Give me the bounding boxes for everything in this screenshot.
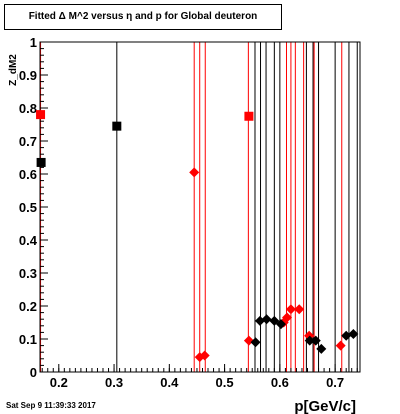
y-tick-label: 0.8 — [19, 101, 37, 116]
data-point-red-diamond — [282, 312, 293, 323]
y-tick-label: 0.2 — [19, 299, 37, 314]
x-tick-label: 0.6 — [271, 375, 289, 390]
data-point-black-diamond — [341, 330, 352, 341]
chart-title-box: Fitted Δ M^2 versus η and p for Global d… — [4, 4, 282, 30]
data-point-black-diamond — [304, 335, 315, 346]
chart-title: Fitted Δ M^2 versus η and p for Global d… — [28, 11, 258, 22]
y-axis-label: Z_dM2 — [8, 54, 19, 86]
vertical-lines-layer — [40, 42, 358, 372]
x-axis-label: p[GeV/c] — [294, 398, 356, 414]
x-tick-label: 0.4 — [160, 375, 179, 390]
y-tick-label: 0.3 — [19, 266, 37, 281]
data-point-red-diamond — [189, 167, 200, 178]
y-tick-label: 0 — [30, 365, 37, 380]
data-point-red-diamond — [294, 304, 305, 315]
timestamp-footer: Sat Sep 9 11:39:33 2017 — [6, 401, 96, 410]
data-point-black-diamond — [310, 335, 321, 346]
data-points-layer — [36, 110, 359, 363]
y-tick-label: 0.7 — [19, 134, 37, 149]
y-tick-label: 0.1 — [19, 332, 37, 347]
x-tick-label: 0.7 — [326, 375, 344, 390]
data-point-black-diamond — [250, 337, 261, 348]
data-point-black-square — [112, 121, 122, 131]
data-point-red-square — [36, 110, 46, 120]
axis-ticks-layer: 0 0.1 0.2 0.3 0.4 0.5 0.6 0.7 0.8 0.9 1 0.2 0.3 0.4 0.… — [19, 35, 358, 390]
x-tick-label: 0.2 — [50, 375, 68, 390]
data-point-black-square — [36, 157, 46, 167]
data-point-black-diamond — [261, 314, 272, 325]
data-point-black-diamond — [316, 343, 327, 354]
x-tick-label: 0.3 — [105, 375, 123, 390]
data-point-red-square — [244, 111, 254, 121]
x-tick-label: 0.5 — [216, 375, 234, 390]
y-tick-label: 1 — [30, 35, 37, 50]
data-point-black-diamond — [348, 329, 359, 340]
data-point-red-diamond — [335, 340, 346, 351]
y-tick-label: 0.4 — [19, 233, 38, 248]
y-tick-label: 0.9 — [19, 68, 37, 83]
data-point-red-diamond — [199, 350, 210, 361]
y-tick-label: 0.6 — [19, 167, 37, 182]
y-tick-label: 0.5 — [19, 200, 37, 215]
data-point-red-diamond — [285, 304, 296, 315]
data-point-black-diamond — [275, 319, 286, 330]
